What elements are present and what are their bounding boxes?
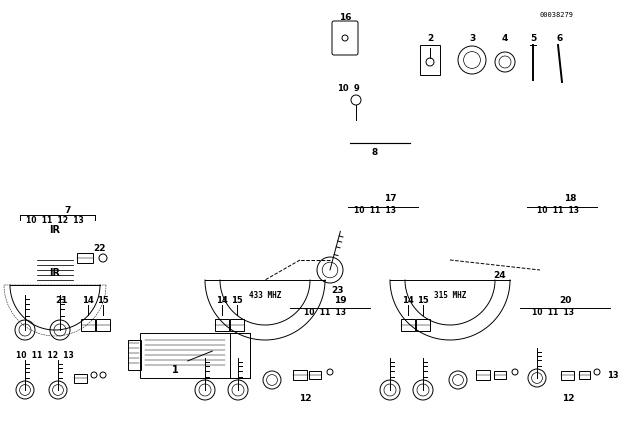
Text: 13: 13 (607, 370, 619, 379)
Bar (476, 370, 490, 380)
Bar (494, 371, 506, 379)
Bar (230, 332, 250, 378)
Text: 315 MHZ: 315 MHZ (434, 290, 466, 300)
Text: 7: 7 (65, 206, 71, 215)
Text: 3: 3 (469, 34, 475, 43)
Text: 10  11  12  13: 10 11 12 13 (16, 350, 74, 359)
Text: 10  11  13: 10 11 13 (304, 307, 346, 316)
Text: 6: 6 (557, 34, 563, 43)
Text: 1: 1 (172, 365, 179, 375)
Text: 10  11  13: 10 11 13 (537, 206, 579, 215)
Text: 10  11  13: 10 11 13 (354, 206, 396, 215)
Bar (215, 319, 229, 331)
Text: 10  11  13: 10 11 13 (532, 307, 574, 316)
Text: 15: 15 (97, 296, 109, 305)
Bar (77, 253, 93, 263)
Text: 433 MHZ: 433 MHZ (249, 290, 281, 300)
Text: 14: 14 (82, 296, 94, 305)
Text: 4: 4 (502, 34, 508, 43)
Text: IR: IR (49, 225, 61, 235)
Text: 00038279: 00038279 (540, 12, 574, 18)
Text: 16: 16 (339, 13, 351, 22)
Bar (140, 332, 250, 378)
Text: 23: 23 (332, 285, 344, 294)
Bar (309, 371, 321, 379)
Text: 20: 20 (559, 296, 571, 305)
Text: 14: 14 (216, 296, 228, 305)
Text: 15: 15 (231, 296, 243, 305)
Bar (128, 340, 141, 370)
Text: 10  11  12  13: 10 11 12 13 (26, 215, 84, 224)
Text: IR: IR (49, 268, 61, 278)
Text: 14: 14 (402, 296, 414, 305)
Text: 10: 10 (337, 83, 349, 92)
Bar (561, 370, 573, 379)
Text: 24: 24 (493, 271, 506, 280)
Text: 19: 19 (333, 296, 346, 305)
Circle shape (426, 58, 434, 66)
Text: 15: 15 (417, 296, 429, 305)
Bar (230, 319, 244, 331)
Text: 17: 17 (384, 194, 396, 202)
Text: 12: 12 (562, 393, 574, 402)
Text: 8: 8 (372, 147, 378, 156)
Text: 18: 18 (564, 194, 576, 202)
Bar (401, 319, 415, 331)
Bar (579, 371, 589, 379)
Bar (293, 370, 307, 380)
Bar (416, 319, 430, 331)
Text: 5: 5 (530, 34, 536, 43)
Bar (420, 45, 440, 75)
Text: 22: 22 (93, 244, 106, 253)
Bar (96, 319, 110, 331)
Bar (74, 374, 86, 383)
Bar (81, 319, 95, 331)
Text: 9: 9 (353, 83, 359, 92)
Text: 12: 12 (299, 393, 311, 402)
Text: 21: 21 (56, 296, 68, 305)
Text: 2: 2 (427, 34, 433, 43)
